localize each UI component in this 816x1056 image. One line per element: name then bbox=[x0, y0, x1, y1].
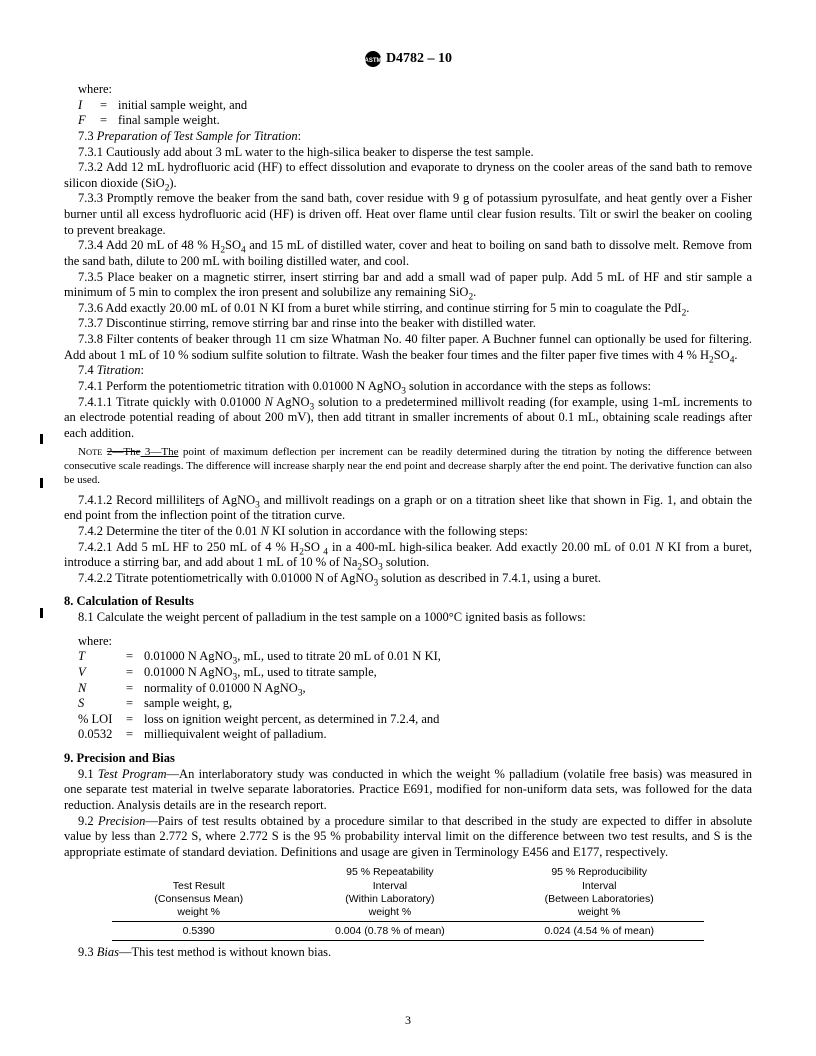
where-row: T= 0.01000 N AgNO3, mL, used to titrate … bbox=[78, 649, 752, 665]
para-7-3-1: 7.3.1 Cautiously add about 3 mL water to… bbox=[64, 145, 752, 161]
change-bar bbox=[40, 478, 43, 488]
para-7-4-1: 7.4.1 Perform the potentiometric titrati… bbox=[64, 379, 752, 395]
change-bar bbox=[40, 434, 43, 444]
where-label: where: bbox=[64, 82, 752, 98]
where-eq: = bbox=[100, 113, 118, 129]
where-def: final sample weight. bbox=[118, 113, 220, 129]
para-7-3-3: 7.3.3 Promptly remove the beaker from th… bbox=[64, 191, 752, 238]
where-list: I = initial sample weight, and F = final… bbox=[78, 98, 752, 129]
page-header: ASTM D4782 – 10 bbox=[64, 50, 752, 68]
where-row: V= 0.01000 N AgNO3, mL, used to titrate … bbox=[78, 665, 752, 681]
where-row: 0.0532= milliequivalent weight of pallad… bbox=[78, 727, 752, 743]
table-header: 95 % ReproducibilityInterval(Between Lab… bbox=[495, 866, 704, 921]
where-row: N= normality of 0.01000 N AgNO3, bbox=[78, 681, 752, 697]
para-7-4-1-1: 7.4.1.1 Titrate quickly with 0.01000 N A… bbox=[64, 395, 752, 442]
para-7-3-7: 7.3.7 Discontinue stirring, remove stirr… bbox=[64, 316, 752, 332]
para-7-3-5: 7.3.5 Place beaker on a magnetic stirrer… bbox=[64, 270, 752, 301]
where-eq: = bbox=[100, 98, 118, 114]
para-7-3-4: 7.3.4 Add 20 mL of 48 % H2SO4 and 15 mL … bbox=[64, 238, 752, 269]
designation: D4782 – 10 bbox=[386, 51, 452, 66]
where-label-8: where: bbox=[64, 634, 752, 650]
page-number: 3 bbox=[0, 1013, 816, 1028]
where-row: I = initial sample weight, and bbox=[78, 98, 752, 114]
para-7-3-2: 7.3.2 Add 12 mL hydrofluoric acid (HF) t… bbox=[64, 160, 752, 191]
para-9-2: 9.2 Precision—Pairs of test results obta… bbox=[64, 814, 752, 861]
para-8-1: 8.1 Calculate the weight percent of pall… bbox=[64, 610, 752, 626]
where-row: F = final sample weight. bbox=[78, 113, 752, 129]
table-cell: 0.024 (4.54 % of mean) bbox=[495, 921, 704, 940]
para-9-3: 9.3 Bias—This test method is without kno… bbox=[64, 945, 752, 961]
table-header: Test Result(Consensus Mean)weight % bbox=[112, 866, 285, 921]
note-3: NOTE 2—The 3—The point of maximum deflec… bbox=[64, 446, 752, 487]
where-def: initial sample weight, and bbox=[118, 98, 247, 114]
svg-text:ASTM: ASTM bbox=[364, 58, 381, 64]
astm-logo-icon: ASTM bbox=[364, 50, 382, 68]
para-7-3-6: 7.3.6 Add exactly 20.00 mL of 0.01 N KI … bbox=[64, 301, 752, 317]
table-cell: 0.004 (0.78 % of mean) bbox=[285, 921, 494, 940]
where-list-8: T= 0.01000 N AgNO3, mL, used to titrate … bbox=[78, 649, 752, 743]
para-7-4-1-2: 7.4.1.2 Record milliliters of AgNO3 and … bbox=[64, 493, 752, 524]
section-9-heading: 9. Precision and Bias bbox=[64, 751, 752, 767]
para-7-4-2-2: 7.4.2.2 Titrate potentiometrically with … bbox=[64, 571, 752, 587]
para-7-4-2: 7.4.2 Determine the titer of the 0.01 N … bbox=[64, 524, 752, 540]
para-7-4-2-1: 7.4.2.1 Add 5 mL HF to 250 mL of 4 % H2S… bbox=[64, 540, 752, 571]
section-8-heading: 8. Calculation of Results bbox=[64, 594, 752, 610]
change-bar bbox=[40, 608, 43, 618]
table-header: 95 % RepeatabilityInterval(Within Labora… bbox=[285, 866, 494, 921]
table-row: 0.5390 0.004 (0.78 % of mean) 0.024 (4.5… bbox=[112, 921, 704, 940]
precision-table: Test Result(Consensus Mean)weight % 95 %… bbox=[112, 866, 704, 941]
table-cell: 0.5390 bbox=[112, 921, 285, 940]
where-symbol: I bbox=[78, 98, 100, 114]
section-7-3-title: 7.3 Preparation of Test Sample for Titra… bbox=[64, 129, 752, 145]
where-row: S= sample weight, g, bbox=[78, 696, 752, 712]
para-9-1: 9.1 Test Program—An interlaboratory stud… bbox=[64, 767, 752, 814]
where-row: % LOI= loss on ignition weight percent, … bbox=[78, 712, 752, 728]
para-7-3-8: 7.3.8 Filter contents of beaker through … bbox=[64, 332, 752, 363]
where-symbol: F bbox=[78, 113, 100, 129]
section-7-4-title: 7.4 Titration: bbox=[64, 363, 752, 379]
